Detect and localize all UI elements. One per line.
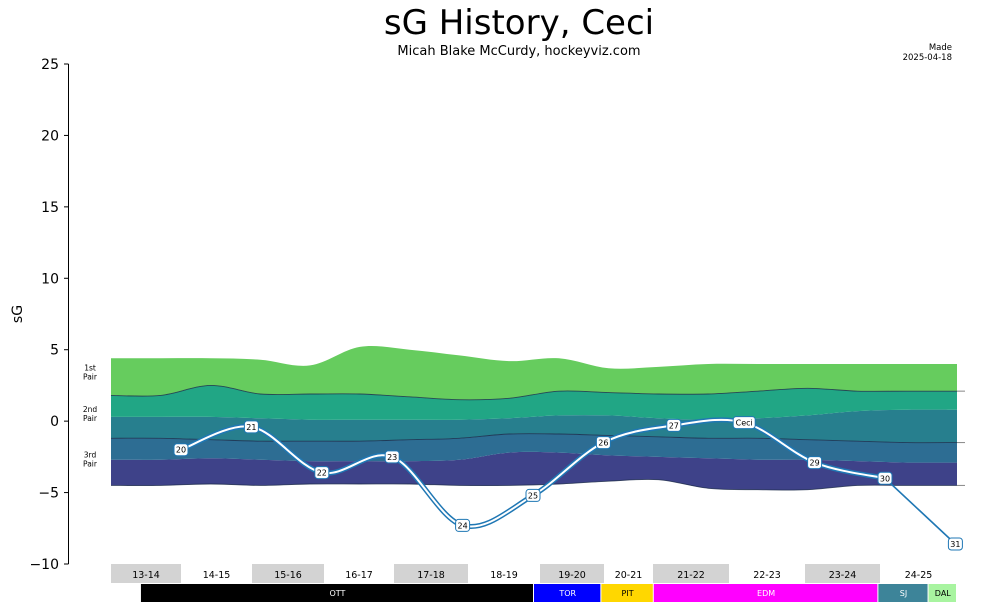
team-bar-1 — [534, 584, 601, 602]
team-bar-5 — [928, 584, 956, 602]
season-label-3: 16-17 — [345, 570, 373, 581]
y-tick-label-10: 10 — [41, 271, 59, 287]
band-2 — [111, 409, 957, 443]
team-label-5: DAL — [935, 589, 951, 598]
chart-subtitle: Micah Blake McCurdy, hockeyviz.com — [397, 44, 641, 59]
point-label-9: 29 — [810, 459, 820, 468]
season-bg-10 — [805, 564, 880, 583]
point-box-8 — [732, 416, 756, 430]
season-label-10: 23-24 — [829, 570, 857, 581]
point-label-0: 20 — [176, 446, 186, 455]
point-box-11 — [947, 537, 963, 551]
point-label-1: 21 — [246, 423, 256, 432]
season-label-5: 18-19 — [490, 570, 518, 581]
point-box-1 — [243, 420, 259, 434]
season-label-6: 19-20 — [558, 570, 586, 581]
season-bg-4 — [394, 564, 468, 583]
point-box-2 — [314, 466, 330, 480]
chart-title: sG History, Ceci — [383, 3, 655, 43]
season-bg-0 — [111, 564, 181, 583]
point-label-5: 25 — [528, 491, 538, 500]
made-label: Made — [928, 43, 952, 53]
point-label-3: 23 — [387, 453, 397, 462]
point-box-5 — [525, 488, 541, 502]
band-1 — [111, 433, 957, 463]
point-label-4: 24 — [458, 521, 468, 530]
point-box-3 — [384, 450, 400, 464]
point-box-9 — [807, 456, 823, 470]
point-label-10: 30 — [880, 474, 890, 483]
season-label-2: 15-16 — [274, 570, 302, 581]
team-bar-2 — [601, 584, 653, 602]
y-axis: −10 −5 0 5 10 15 20 25 sG — [10, 57, 69, 573]
band-label-2-line2: Pair — [83, 460, 98, 469]
y-tick-label-5: 5 — [50, 343, 59, 359]
season-label-9: 22-23 — [753, 570, 781, 581]
team-bar-4 — [878, 584, 928, 602]
made-date-note: Made 2025-04-18 — [903, 43, 952, 63]
made-date: 2025-04-18 — [902, 53, 952, 63]
point-box-4 — [455, 518, 471, 532]
y-tick-label-25: 25 — [41, 57, 59, 73]
season-label-1: 14-15 — [203, 570, 231, 581]
y-tick-label-15: 15 — [41, 200, 59, 216]
season-label-8: 21-22 — [677, 570, 705, 581]
y-axis-label: sG — [10, 305, 26, 323]
team-strip: OTT TOR PIT EDM SJ DAL — [140, 584, 956, 602]
season-label-0: 13-14 — [132, 570, 160, 581]
sg-line-tail — [884, 477, 956, 545]
point-box-6 — [595, 436, 611, 450]
point-box-10 — [877, 471, 893, 485]
point-label-6: 26 — [598, 439, 608, 448]
sg-line: 20 21 22 23 24 25 26 27 Ceci 29 30 31 — [173, 416, 963, 551]
band-edge-0 — [110, 478, 957, 491]
season-bg-6 — [540, 564, 604, 583]
team-bar-0 — [140, 584, 533, 602]
band-edge-4 — [110, 384, 957, 401]
season-strip: 13-14 14-15 15-16 16-17 17-18 18-19 19-20 20-21… — [111, 564, 932, 583]
band-0 — [111, 451, 957, 491]
team-label-3: EDM — [757, 589, 775, 598]
band-label-1-line2: Pair — [83, 414, 98, 423]
season-bg-2 — [252, 564, 324, 583]
y-tick-label-20: 20 — [41, 128, 59, 144]
point-label-11: 31 — [950, 540, 960, 549]
point-box-0 — [173, 443, 189, 457]
team-label-2: PIT — [622, 589, 634, 598]
season-label-7: 20-21 — [615, 570, 643, 581]
y-tick-label--5: −5 — [38, 486, 59, 502]
y-tick-label-0: 0 — [50, 414, 59, 430]
point-label-2: 22 — [317, 469, 327, 478]
team-label-1: TOR — [558, 589, 576, 598]
band-label-2-line1: 3rd — [84, 451, 97, 460]
season-bg-8 — [653, 564, 729, 583]
season-label-4: 17-18 — [417, 570, 445, 581]
point-label-7: 27 — [669, 421, 679, 430]
band-label-0-line2: Pair — [83, 372, 98, 381]
team-bar-3 — [653, 584, 878, 602]
band-4 — [111, 345, 957, 400]
season-label-11: 24-25 — [905, 570, 933, 581]
y-tick-label--10: −10 — [29, 557, 59, 573]
point-label-8: Ceci — [736, 419, 753, 428]
point-box-7 — [666, 418, 682, 432]
band-label-1-line1: 2nd — [83, 405, 98, 414]
band-label-0-line1: 1st — [84, 363, 96, 372]
team-label-4: SJ — [900, 589, 907, 598]
band-edge-2 — [110, 433, 958, 444]
team-label-0: OTT — [330, 589, 346, 598]
